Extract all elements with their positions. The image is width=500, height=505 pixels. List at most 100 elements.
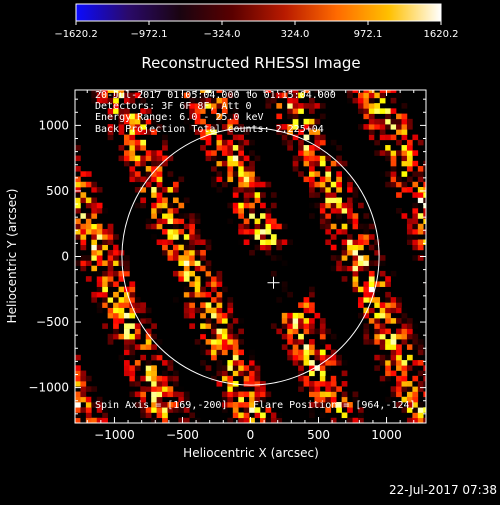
heatmap-cell [401,323,408,329]
heatmap-cell [96,207,103,214]
heatmap-cell [205,307,212,314]
heatmap-cell [140,145,147,151]
heatmap-cell [80,407,87,413]
heatmap-cell [374,239,381,246]
heatmap-cell [363,124,370,130]
heatmap-cell [396,381,402,387]
heatmap-cell [167,207,174,214]
heatmap-cell [396,207,402,214]
heatmap-cell [390,354,397,361]
heatmap-cell [330,255,337,261]
heatmap-cell [232,108,239,114]
heatmap-cell [189,249,196,256]
heatmap-cell [211,344,217,350]
heatmap-cell [238,160,244,167]
heatmap-cell [417,402,424,408]
heatmap-cell [341,370,348,377]
heatmap-cell [162,139,168,146]
heatmap-cell [113,260,119,266]
colorbar-tick-label: 1620.2 [424,29,459,40]
heatmap-cell [145,375,152,382]
heatmap-cell [211,381,217,387]
heatmap-cell [156,375,163,382]
heatmap-cell [205,276,212,282]
heatmap-cell [390,318,397,324]
heatmap-cell [227,166,234,172]
heatmap-cell [379,171,386,177]
heatmap-cell [172,207,179,214]
heatmap-cell [162,155,168,162]
heatmap-cell [260,239,266,246]
heatmap-cell [151,213,157,219]
heatmap-cell [309,344,315,350]
heatmap-cell [151,402,157,408]
heatmap-cell [417,244,424,251]
heatmap-cell [243,407,250,413]
heatmap-cell [216,333,223,340]
heatmap-cell [287,145,293,151]
heatmap-cell [423,160,426,167]
heatmap-cell [357,312,364,319]
heatmap-cell [292,160,299,167]
heatmap-cell [118,354,125,361]
heatmap-cell [363,297,370,303]
heatmap-cell [243,160,250,167]
heatmap-cell [113,92,119,99]
heatmap-cell [352,281,359,287]
x-axis-ticks: −1000 −500 0 500 1000 [86,90,415,442]
heatmap-cell [374,323,381,329]
heatmap-cell [406,139,413,146]
heatmap-cell [189,239,196,246]
heatmap-cell [118,307,125,314]
heatmap-cell [330,202,337,209]
heatmap-cell [325,202,332,209]
heatmap-cell [319,354,326,361]
heatmap-cell [309,381,315,387]
heatmap-cell [91,218,98,225]
heatmap-cell [254,396,261,403]
heatmap-cell [123,92,130,99]
heatmap-cell [309,118,315,125]
heatmap-cell [347,90,353,93]
heatmap-cell [254,391,261,398]
heatmap-cell [423,391,426,398]
heatmap-cell [232,386,239,392]
heatmap-cell [336,265,342,272]
heatmap-cell [156,349,163,356]
heatmap-cell [118,249,125,256]
heatmap-cell [396,386,402,392]
heatmap-cell [406,187,413,193]
heatmap-cell [406,391,413,398]
heatmap-cell [178,244,185,251]
heatmap-cell [123,160,130,167]
heatmap-cell [260,192,266,198]
heatmap-cell [140,139,147,146]
heatmap-cell [183,265,190,272]
heatmap-cell [309,318,315,324]
heatmap-cell [401,160,408,167]
heatmap-cell [357,297,364,303]
colorbar-ticks [75,21,442,25]
heatmap-cell [303,118,310,125]
colorbar-tick-label: −972.1 [130,29,167,40]
heatmap-cell [341,228,348,235]
heatmap-cell [363,113,370,120]
heatmap-cell [298,129,304,135]
heatmap-cell [243,412,250,419]
heatmap-cell [270,218,277,225]
heatmap-cell [216,270,223,277]
heatmap-cell [385,171,391,177]
heatmap-cell [249,139,255,146]
heatmap-cell [194,286,201,293]
heatmap-cell [96,396,103,403]
heatmap-cell [401,339,408,345]
heatmap-cell [107,339,114,345]
heatmap-cell [211,286,217,293]
heatmap-cell [352,260,359,266]
heatmap-cell [227,118,234,125]
heatmap-cell [254,197,261,204]
heatmap-cell [227,155,234,162]
heatmap-cell [243,239,250,246]
heatmap-cell [357,124,364,130]
heatmap-cell [379,118,386,125]
